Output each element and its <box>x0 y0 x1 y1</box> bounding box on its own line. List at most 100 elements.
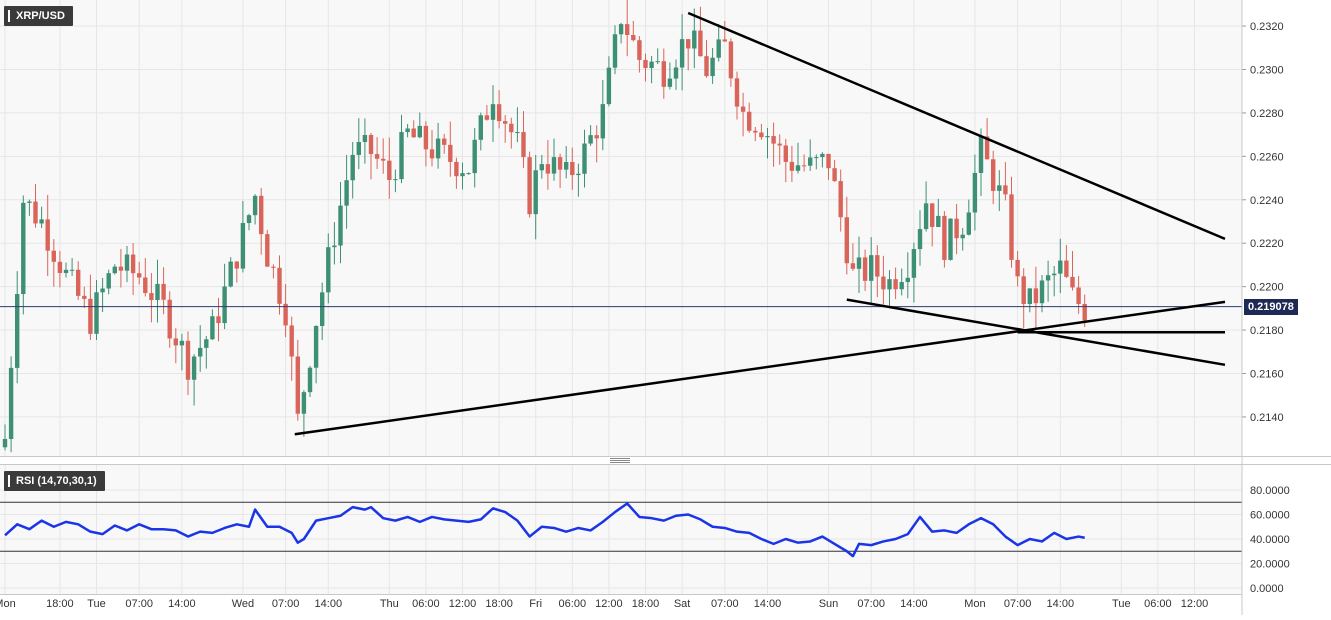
x-tick-label: Sun <box>819 598 839 610</box>
candle-body <box>1082 303 1087 321</box>
candle-body <box>936 215 941 227</box>
candle-body <box>326 247 331 293</box>
candle-body <box>844 217 849 264</box>
candle-body <box>527 157 532 215</box>
candle-body <box>887 279 892 290</box>
candle-body <box>1003 185 1008 195</box>
trendline-rising-support <box>294 300 1226 436</box>
candle-body <box>435 138 441 159</box>
trendline-falling-resistance <box>687 11 1226 241</box>
candle-body <box>783 145 788 162</box>
candle-body <box>765 136 770 138</box>
x-tick-label: 07:00 <box>272 598 300 610</box>
candle-body <box>27 201 32 203</box>
candle-body <box>167 299 172 339</box>
x-tick-label: 14:00 <box>900 598 928 610</box>
candle-body <box>771 136 776 144</box>
y-tick-label: 0.2240 <box>1250 195 1284 207</box>
candle-body <box>173 338 178 346</box>
candle-body <box>307 367 313 393</box>
candle-body <box>960 234 965 239</box>
candle-body <box>277 267 282 304</box>
x-tick-label: Tue <box>1112 598 1131 610</box>
candle-body <box>612 34 618 68</box>
y-tick-label: 0.2280 <box>1250 108 1284 120</box>
candle-body <box>1070 276 1075 288</box>
candle-body <box>88 298 93 334</box>
candle-body <box>21 202 26 295</box>
rsi-y-tick-label: 0.0000 <box>1250 583 1284 595</box>
candle-body <box>1039 280 1045 304</box>
candle-body <box>51 250 56 262</box>
candle-body <box>39 219 44 224</box>
x-tick-label: 18:00 <box>632 598 660 610</box>
candle-body <box>198 347 203 357</box>
candle-body <box>228 261 233 287</box>
candle-body <box>643 59 648 68</box>
candle-body <box>259 195 264 235</box>
candle-body <box>984 136 990 160</box>
candle-body <box>551 157 557 174</box>
candle-body <box>923 203 929 230</box>
candle-body <box>387 160 392 181</box>
candle-body <box>692 30 697 49</box>
candle-body <box>539 164 544 171</box>
x-tick-label: 07:00 <box>125 598 153 610</box>
x-tick-label: 14:00 <box>1047 598 1075 610</box>
candle-body <box>893 279 898 290</box>
candle-body <box>448 144 453 162</box>
candle-body <box>106 273 111 289</box>
candle-body <box>801 165 807 167</box>
candle-body <box>862 257 868 281</box>
x-tick-label: 07:00 <box>857 598 885 610</box>
candle-body <box>631 34 636 41</box>
candle-body <box>76 269 81 296</box>
candle-body <box>838 181 843 218</box>
candle-body <box>381 158 386 161</box>
candle-body <box>2 438 8 448</box>
candle-body <box>710 57 715 77</box>
candle-body <box>777 143 782 146</box>
y-tick-label: 0.2180 <box>1250 325 1284 337</box>
candle-body <box>905 277 910 283</box>
x-tick-label: 07:00 <box>711 598 739 610</box>
candle-body <box>289 325 294 357</box>
candle-body <box>411 128 416 138</box>
x-tick-label: 06:00 <box>559 598 587 610</box>
candle-body <box>1052 273 1057 276</box>
x-tick-label: 14:00 <box>168 598 196 610</box>
candle-body <box>82 295 87 299</box>
y-tick-label: 0.2220 <box>1250 238 1284 250</box>
x-tick-label: 14:00 <box>315 598 343 610</box>
candle-body <box>344 180 349 206</box>
rsi-line <box>4 502 1085 558</box>
candle-body <box>509 123 514 133</box>
candle-body <box>576 173 581 176</box>
candle-body <box>155 283 160 301</box>
candle-body <box>533 170 538 215</box>
candle-body <box>521 132 526 158</box>
candle-body <box>399 132 404 180</box>
candle-body <box>954 218 959 239</box>
x-tick-label: 12:00 <box>449 598 477 610</box>
candle-body <box>143 277 148 294</box>
x-tick-label: 12:00 <box>1181 598 1209 610</box>
candle-body <box>429 149 435 159</box>
candle-body <box>295 356 300 414</box>
candle-body <box>875 255 880 277</box>
candle-body <box>45 219 50 251</box>
symbol-label: XRP/USD <box>4 6 73 26</box>
candle-body <box>606 67 612 105</box>
candle-body <box>15 294 20 368</box>
candle-body <box>948 218 953 260</box>
candle-body <box>472 139 477 174</box>
candle-body <box>161 283 166 300</box>
pane-resize-handle[interactable] <box>610 457 630 463</box>
candle-body <box>655 61 660 63</box>
candle-body <box>185 340 191 380</box>
y-tick-label: 0.2200 <box>1250 282 1284 294</box>
y-tick-label: 0.2260 <box>1250 151 1284 163</box>
candle-body <box>252 195 258 216</box>
candle-body <box>417 125 422 138</box>
